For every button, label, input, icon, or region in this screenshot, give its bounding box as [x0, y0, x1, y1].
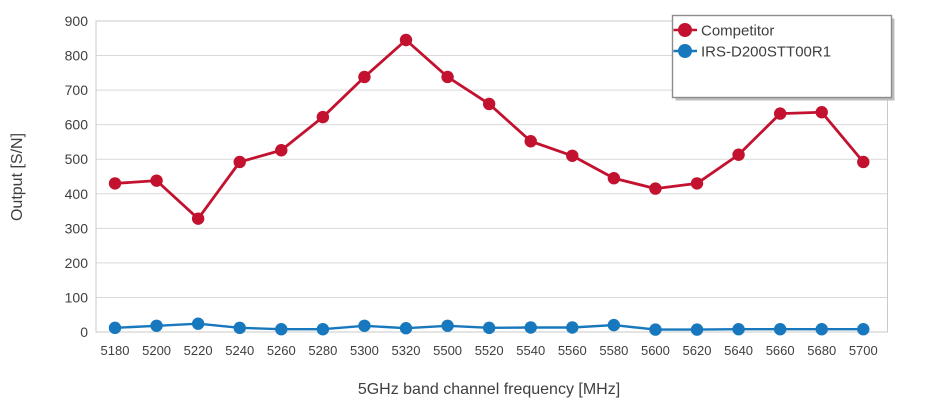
- y-tick-label: 0: [80, 324, 88, 340]
- data-point-marker: [316, 110, 330, 124]
- data-point-marker: [566, 321, 579, 334]
- data-point-marker: [358, 70, 371, 84]
- y-tick-label: 900: [65, 13, 89, 29]
- x-tick-label: 5200: [142, 343, 171, 358]
- data-point-marker: [150, 319, 163, 332]
- y-tick-label: 500: [65, 151, 89, 167]
- x-tick-label: 5240: [225, 343, 254, 358]
- y-tick-label: 400: [65, 186, 89, 202]
- data-point-marker: [690, 177, 704, 190]
- series-group: [108, 33, 870, 336]
- data-point-marker: [649, 182, 662, 195]
- legend-marker: [678, 44, 692, 58]
- data-point-marker: [399, 33, 413, 47]
- legend-box: [671, 14, 893, 99]
- data-point-marker: [358, 319, 371, 332]
- x-tick-label: 5180: [101, 343, 130, 358]
- data-point-marker: [773, 107, 787, 120]
- data-point-marker: [524, 135, 537, 148]
- series-competitor: [108, 33, 870, 225]
- data-point-marker: [815, 106, 828, 119]
- x-tick-label: 5300: [350, 343, 379, 358]
- legend-label: Competitor: [701, 23, 774, 40]
- data-point-marker: [233, 155, 246, 169]
- series-irs: [108, 317, 870, 336]
- x-tick-label: 5700: [849, 343, 878, 358]
- data-point-marker: [857, 155, 870, 169]
- data-point-marker: [275, 323, 288, 336]
- x-tick-label: 5620: [683, 343, 712, 358]
- legend-entry: IRS-D200STT00R1: [673, 44, 831, 61]
- y-tick-label: 200: [65, 255, 89, 271]
- data-point-marker: [233, 321, 246, 335]
- x-tick-label: 5540: [516, 343, 545, 358]
- x-tick-label: 5580: [599, 343, 628, 358]
- data-point-marker: [191, 317, 205, 330]
- x-tick-label: 5640: [724, 343, 753, 358]
- legend: Competitor IRS-D200STT00R1: [671, 14, 895, 101]
- data-point-marker: [399, 321, 413, 335]
- x-tick-label: 5320: [392, 343, 421, 358]
- data-point-marker: [732, 323, 745, 336]
- x-tick-label: 5220: [184, 343, 213, 358]
- data-point-marker: [524, 321, 537, 334]
- y-tick-label: 600: [65, 117, 89, 133]
- data-point-marker: [690, 323, 704, 336]
- legend-marker: [678, 23, 692, 37]
- data-point-marker: [773, 323, 787, 336]
- x-tick-label: 5280: [308, 343, 337, 358]
- data-point-marker: [441, 70, 454, 84]
- x-tick-label: 5680: [807, 343, 836, 358]
- data-point-marker: [108, 321, 122, 335]
- x-tick-label: 5560: [558, 343, 587, 358]
- x-tick-label: 5600: [641, 343, 670, 358]
- data-point-marker: [191, 212, 205, 225]
- data-point-marker: [441, 319, 454, 332]
- y-tick-label: 300: [65, 220, 89, 236]
- x-axis-ticks: 5180 5200 5220 5240 5260 5280 5300 5320 5500 5520…: [101, 343, 878, 358]
- x-tick-label: 5260: [267, 343, 296, 358]
- x-tick-label: 5500: [433, 343, 462, 358]
- y-axis-title: Output [S/N]: [9, 133, 26, 221]
- x-tick-label: 5520: [475, 343, 504, 358]
- data-point-marker: [150, 174, 163, 187]
- x-axis-title: 5GHz band channel frequency [MHz]: [358, 381, 620, 398]
- data-point-marker: [108, 177, 122, 190]
- y-tick-label: 800: [65, 48, 89, 64]
- data-point-marker: [815, 323, 828, 336]
- data-point-marker: [607, 318, 621, 332]
- data-point-marker: [857, 323, 870, 336]
- y-tick-label: 700: [65, 82, 89, 98]
- y-axis-ticks: 0 100 200 300 400 500 600 700 800 900: [65, 13, 89, 340]
- data-point-marker: [607, 172, 621, 185]
- data-point-marker: [649, 323, 662, 336]
- x-tick-label: 5660: [766, 343, 795, 358]
- data-point-marker: [482, 321, 496, 335]
- legend-label: IRS-D200STT00R1: [701, 44, 831, 61]
- data-point-marker: [732, 148, 745, 161]
- y-tick-label: 100: [65, 289, 89, 305]
- legend-entry: Competitor: [673, 23, 774, 40]
- data-point-marker: [566, 149, 579, 162]
- data-point-marker: [316, 323, 330, 336]
- data-point-marker: [482, 97, 496, 111]
- data-point-marker: [275, 144, 288, 157]
